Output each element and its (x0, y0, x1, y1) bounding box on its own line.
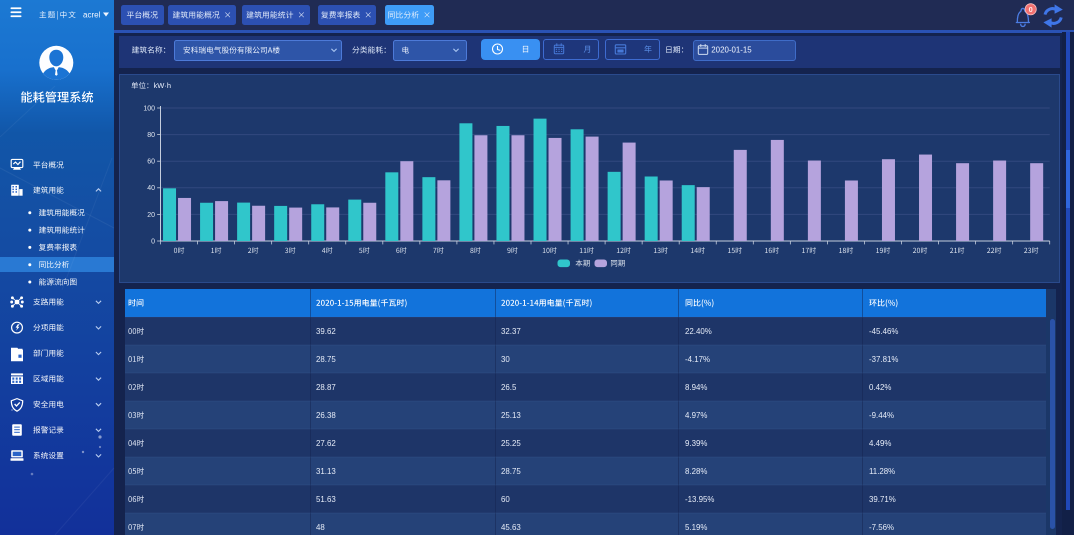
svg-text:8.28%: 8.28% (685, 467, 707, 476)
svg-text:0.42%: 0.42% (869, 383, 891, 392)
svg-text:39.62: 39.62 (316, 327, 336, 336)
svg-text:acrel: acrel (83, 11, 101, 20)
svg-text:-37.81%: -37.81% (869, 355, 898, 364)
svg-text:80: 80 (147, 132, 155, 139)
svg-text:-13.95%: -13.95% (685, 495, 714, 504)
svg-text:0: 0 (151, 238, 155, 245)
svg-text:26.5: 26.5 (501, 383, 517, 392)
svg-text:31.13: 31.13 (316, 467, 336, 476)
svg-text:26.38: 26.38 (316, 411, 336, 420)
svg-text:39.71%: 39.71% (869, 495, 896, 504)
svg-text:27.62: 27.62 (316, 439, 336, 448)
svg-text:20: 20 (147, 212, 155, 219)
svg-text:-4.17%: -4.17% (685, 355, 710, 364)
svg-text:4.97%: 4.97% (685, 411, 707, 420)
svg-text:5.19%: 5.19% (685, 523, 707, 532)
svg-text:51.63: 51.63 (316, 495, 336, 504)
svg-text:2020-01-15: 2020-01-15 (711, 46, 752, 55)
svg-text:48: 48 (316, 523, 325, 532)
svg-text:11.28%: 11.28% (869, 467, 895, 476)
svg-text:-45.46%: -45.46% (869, 327, 898, 336)
svg-text:-7.56%: -7.56% (869, 523, 894, 532)
svg-text:40: 40 (147, 185, 155, 192)
svg-text:32.37: 32.37 (501, 327, 521, 336)
svg-text:4.49%: 4.49% (869, 439, 891, 448)
svg-text:25.13: 25.13 (501, 411, 521, 420)
svg-text:25.25: 25.25 (501, 439, 521, 448)
svg-text:28.87: 28.87 (316, 383, 336, 392)
svg-text:30: 30 (501, 355, 510, 364)
svg-text:8.94%: 8.94% (685, 383, 707, 392)
svg-text:100: 100 (143, 105, 155, 112)
svg-text:60: 60 (147, 159, 155, 166)
svg-text:22.40%: 22.40% (685, 327, 712, 336)
svg-text:0: 0 (1029, 5, 1033, 14)
svg-text:9.39%: 9.39% (685, 439, 707, 448)
svg-text:28.75: 28.75 (316, 355, 336, 364)
svg-text:kW·h: kW·h (154, 81, 172, 90)
svg-text:28.75: 28.75 (501, 467, 521, 476)
svg-text:60: 60 (501, 495, 510, 504)
svg-text:-9.44%: -9.44% (869, 411, 894, 420)
svg-text:45.63: 45.63 (501, 523, 521, 532)
